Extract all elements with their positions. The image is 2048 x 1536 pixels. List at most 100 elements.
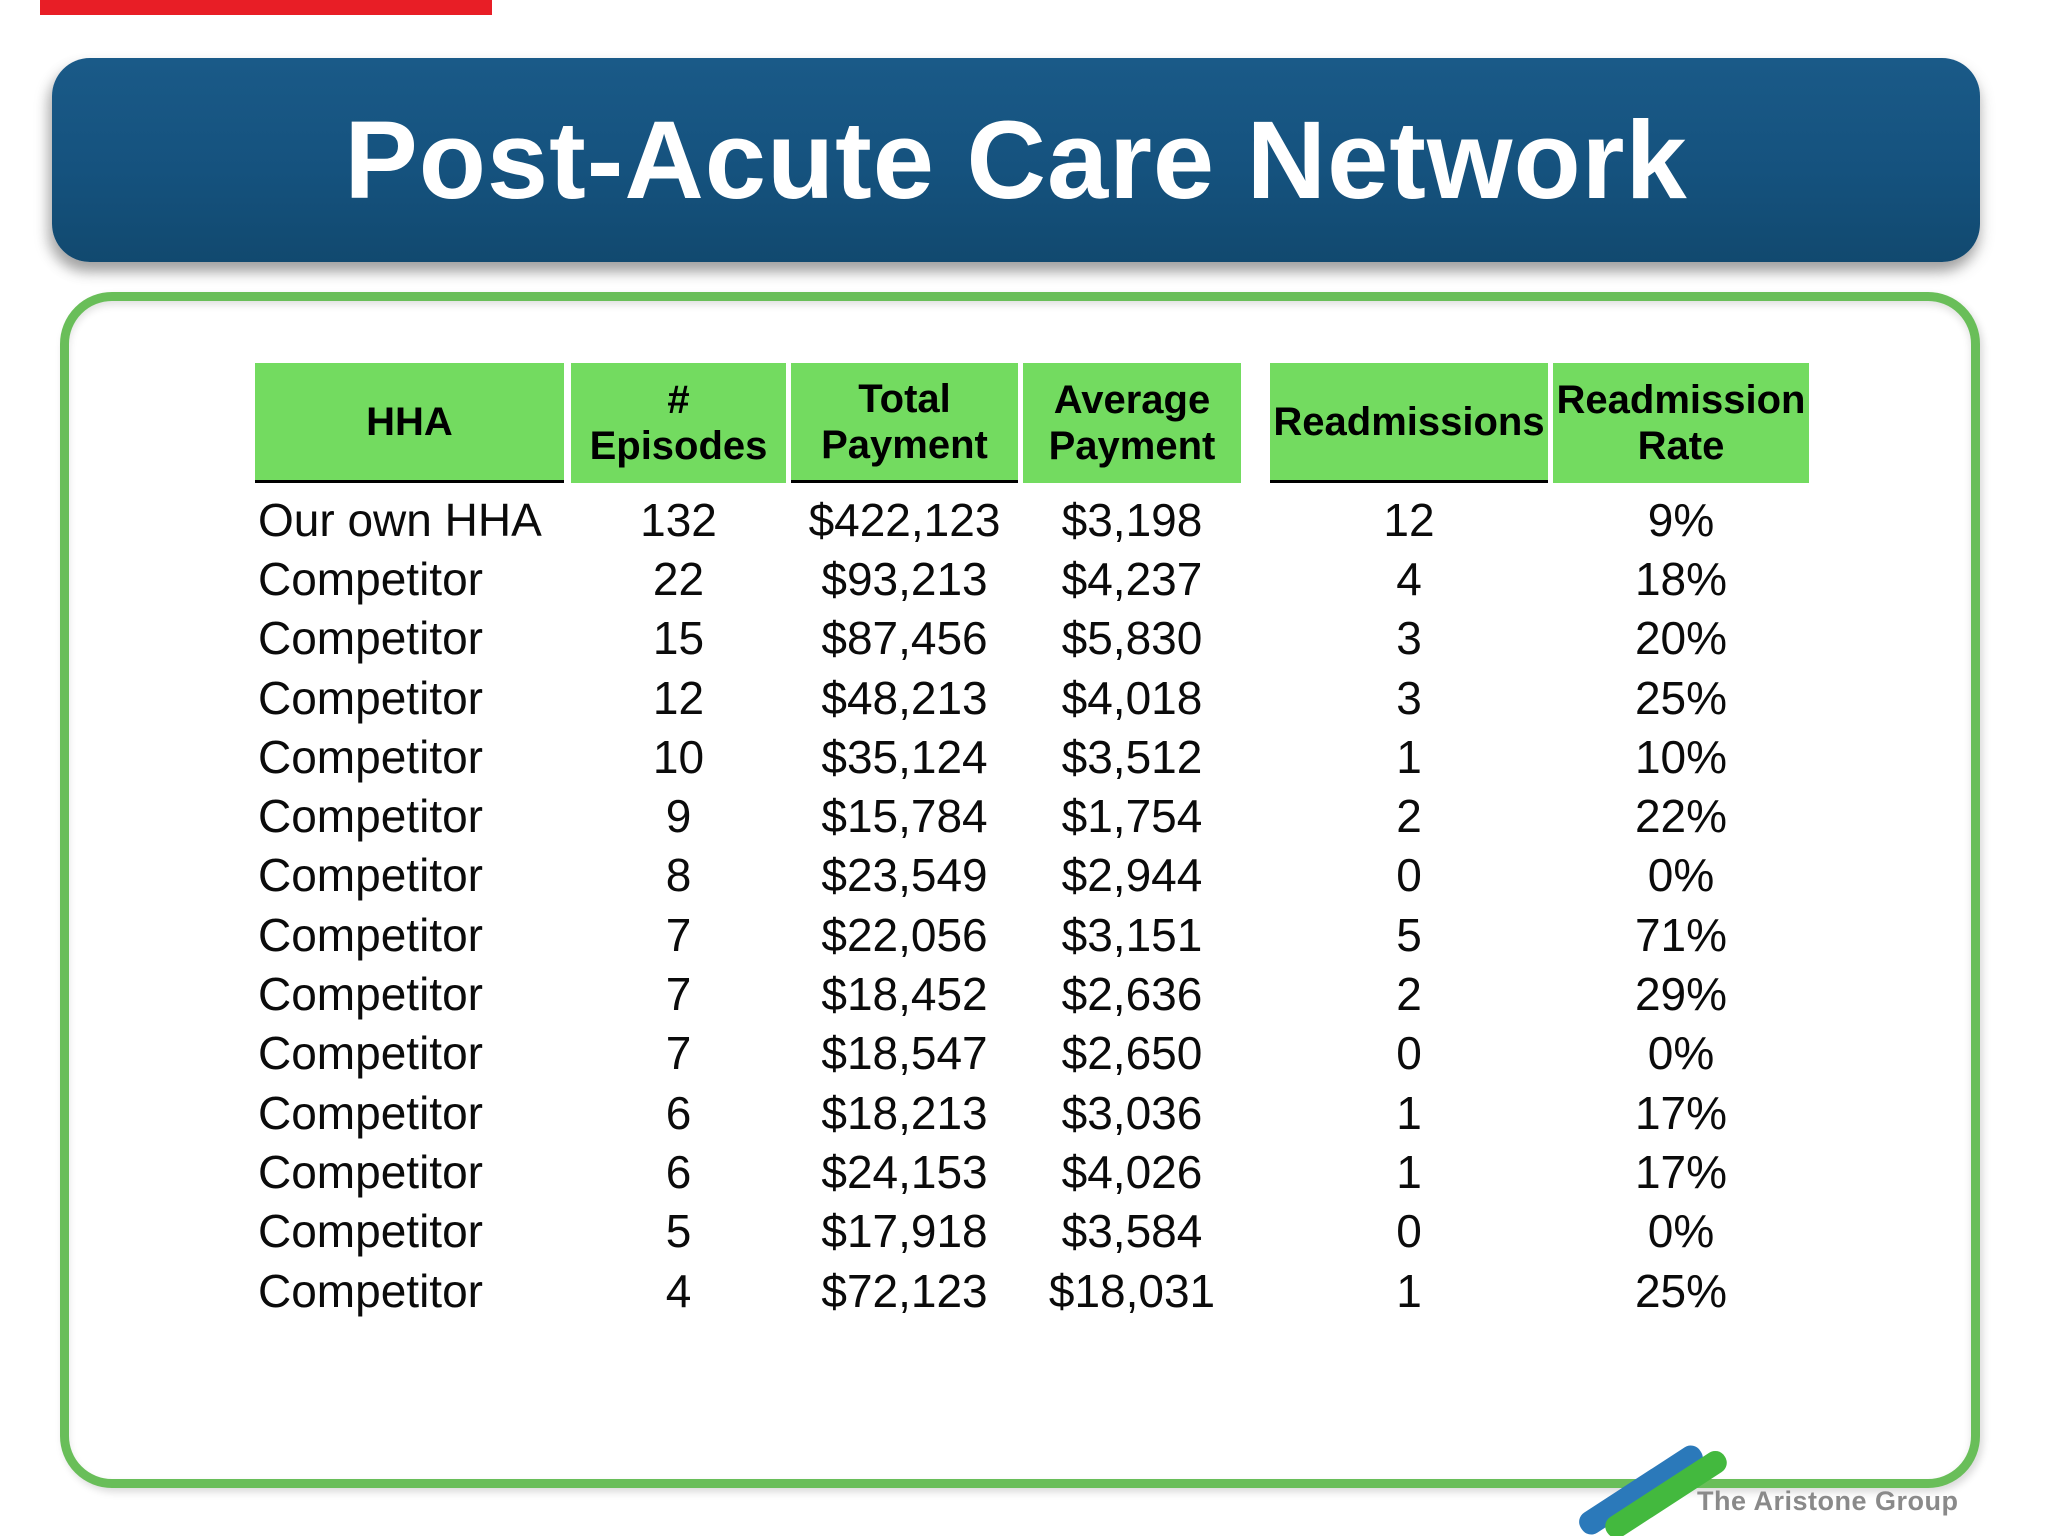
cell-readmission-rate: 25%: [1634, 1264, 1728, 1317]
cell-total-payment: $87,456: [821, 612, 988, 665]
table-row: Competitor 9 $15,784 $1,754 2 22%: [255, 786, 1809, 845]
cell-average-payment: $2,650: [1061, 1027, 1203, 1080]
cell-readmission-rate: 17%: [1634, 1145, 1728, 1198]
cell-episodes: 15: [652, 612, 705, 665]
table-row: Competitor 7 $18,452 $2,636 2 29%: [255, 964, 1809, 1023]
cell-episodes: 4: [665, 1264, 692, 1317]
cell-readmissions: 3: [1396, 671, 1422, 724]
cell-average-payment: $4,018: [1061, 671, 1203, 724]
table-header-row: HHA # Episodes Total Payment Average Pay…: [255, 363, 1809, 483]
cell-readmission-rate: 71%: [1634, 908, 1728, 961]
cell-total-payment: $93,213: [821, 552, 988, 605]
cell-readmissions: 1: [1396, 1086, 1422, 1139]
cell-average-payment: $5,830: [1061, 612, 1203, 665]
cell-readmissions: 1: [1396, 730, 1422, 783]
cell-readmission-rate: 20%: [1634, 612, 1728, 665]
cell-episodes: 10: [652, 730, 705, 783]
cell-total-payment: $18,547: [821, 1027, 988, 1080]
page-title: Post-Acute Care Network: [344, 98, 1688, 222]
cell-hha: Competitor: [258, 1205, 483, 1258]
table-row: Competitor 4 $72,123 $18,031 1 25%: [255, 1261, 1809, 1320]
cell-hha: Our own HHA: [258, 493, 542, 546]
table-row: Competitor 10 $35,124 $3,512 1 10%: [255, 727, 1809, 786]
cell-hha: Competitor: [258, 1086, 483, 1139]
cell-readmission-rate: 22%: [1634, 790, 1728, 843]
cell-episodes: 7: [665, 908, 692, 961]
cell-readmissions: 0: [1396, 1205, 1422, 1258]
table-row: Competitor 7 $18,547 $2,650 0 0%: [255, 1024, 1809, 1083]
cell-hha: Competitor: [258, 612, 483, 665]
cell-episodes: 5: [665, 1205, 692, 1258]
cell-hha: Competitor: [258, 1264, 483, 1317]
cell-readmission-rate: 10%: [1634, 730, 1728, 783]
cell-episodes: 9: [665, 790, 692, 843]
hha-table: HHA # Episodes Total Payment Average Pay…: [255, 363, 1809, 1320]
cell-episodes: 7: [665, 968, 692, 1021]
table-row: Competitor 5 $17,918 $3,584 0 0%: [255, 1202, 1809, 1261]
column-header-episodes: # Episodes: [571, 363, 786, 483]
cell-readmissions: 2: [1396, 790, 1422, 843]
title-banner: Post-Acute Care Network: [52, 58, 1980, 262]
cell-readmission-rate: 25%: [1634, 671, 1728, 724]
table-row: Competitor 15 $87,456 $5,830 3 20%: [255, 609, 1809, 668]
cell-readmission-rate: 0%: [1647, 1205, 1715, 1258]
cell-total-payment: $24,153: [821, 1145, 988, 1198]
aristone-group-logo: The Aristone Group: [1560, 1440, 2040, 1536]
cell-hha: Competitor: [258, 1027, 483, 1080]
cell-hha: Competitor: [258, 552, 483, 605]
cell-readmissions: 12: [1383, 493, 1435, 546]
cell-total-payment: $35,124: [821, 730, 988, 783]
column-header-hha: HHA: [255, 363, 564, 483]
cell-episodes: 12: [652, 671, 705, 724]
table-row: Competitor 12 $48,213 $4,018 3 25%: [255, 668, 1809, 727]
cell-average-payment: $1,754: [1061, 790, 1203, 843]
cell-average-payment: $2,636: [1061, 968, 1203, 1021]
cell-readmissions: 5: [1396, 908, 1422, 961]
cell-hha: Competitor: [258, 730, 483, 783]
cell-readmission-rate: 0%: [1647, 1027, 1715, 1080]
cell-episodes: 7: [665, 1027, 692, 1080]
logo-text: The Aristone Group: [1697, 1486, 1959, 1516]
column-header-total-payment: Total Payment: [791, 363, 1018, 483]
cell-readmissions: 3: [1396, 612, 1422, 665]
cell-total-payment: $422,123: [808, 493, 1001, 546]
cell-episodes: 8: [665, 849, 692, 902]
table-row: Competitor 22 $93,213 $4,237 4 18%: [255, 549, 1809, 608]
cell-readmissions: 1: [1396, 1264, 1422, 1317]
cell-average-payment: $4,026: [1061, 1145, 1203, 1198]
table-row: Our own HHA 132 $422,123 $3,198 12 9%: [255, 490, 1809, 549]
column-header-average-payment: Average Payment: [1023, 363, 1241, 483]
cell-hha: Competitor: [258, 908, 483, 961]
cell-readmissions: 0: [1396, 1027, 1422, 1080]
cell-total-payment: $22,056: [821, 908, 988, 961]
cell-readmissions: 2: [1396, 968, 1422, 1021]
cell-average-payment: $3,151: [1061, 908, 1203, 961]
cell-average-payment: $18,031: [1048, 1264, 1216, 1317]
table-row: Competitor 6 $18,213 $3,036 1 17%: [255, 1083, 1809, 1142]
cell-hha: Competitor: [258, 1145, 483, 1198]
cell-readmission-rate: 0%: [1647, 849, 1715, 902]
cell-total-payment: $48,213: [821, 671, 988, 724]
cell-hha: Competitor: [258, 849, 483, 902]
content-panel: [60, 292, 1980, 1488]
table-row: Competitor 6 $24,153 $4,026 1 17%: [255, 1142, 1809, 1201]
cell-hha: Competitor: [258, 968, 483, 1021]
cell-average-payment: $3,036: [1061, 1086, 1203, 1139]
cell-readmissions: 0: [1396, 849, 1422, 902]
cell-readmissions: 1: [1396, 1145, 1422, 1198]
cell-total-payment: $15,784: [821, 790, 988, 843]
cell-readmission-rate: 17%: [1634, 1086, 1728, 1139]
table-row: Competitor 8 $23,549 $2,944 0 0%: [255, 846, 1809, 905]
cell-readmission-rate: 29%: [1634, 968, 1728, 1021]
cell-hha: Competitor: [258, 790, 483, 843]
top-left-red-bar: [40, 0, 492, 15]
cell-total-payment: $17,918: [821, 1205, 988, 1258]
cell-episodes: 22: [652, 552, 705, 605]
cell-readmission-rate: 9%: [1647, 493, 1715, 546]
table-body: Our own HHA 132 $422,123 $3,198 12 9% Co…: [255, 483, 1809, 1320]
cell-hha: Competitor: [258, 671, 483, 724]
column-header-readmissions: Readmissions: [1270, 363, 1548, 483]
cell-readmission-rate: 18%: [1634, 552, 1728, 605]
cell-average-payment: $3,512: [1061, 730, 1203, 783]
